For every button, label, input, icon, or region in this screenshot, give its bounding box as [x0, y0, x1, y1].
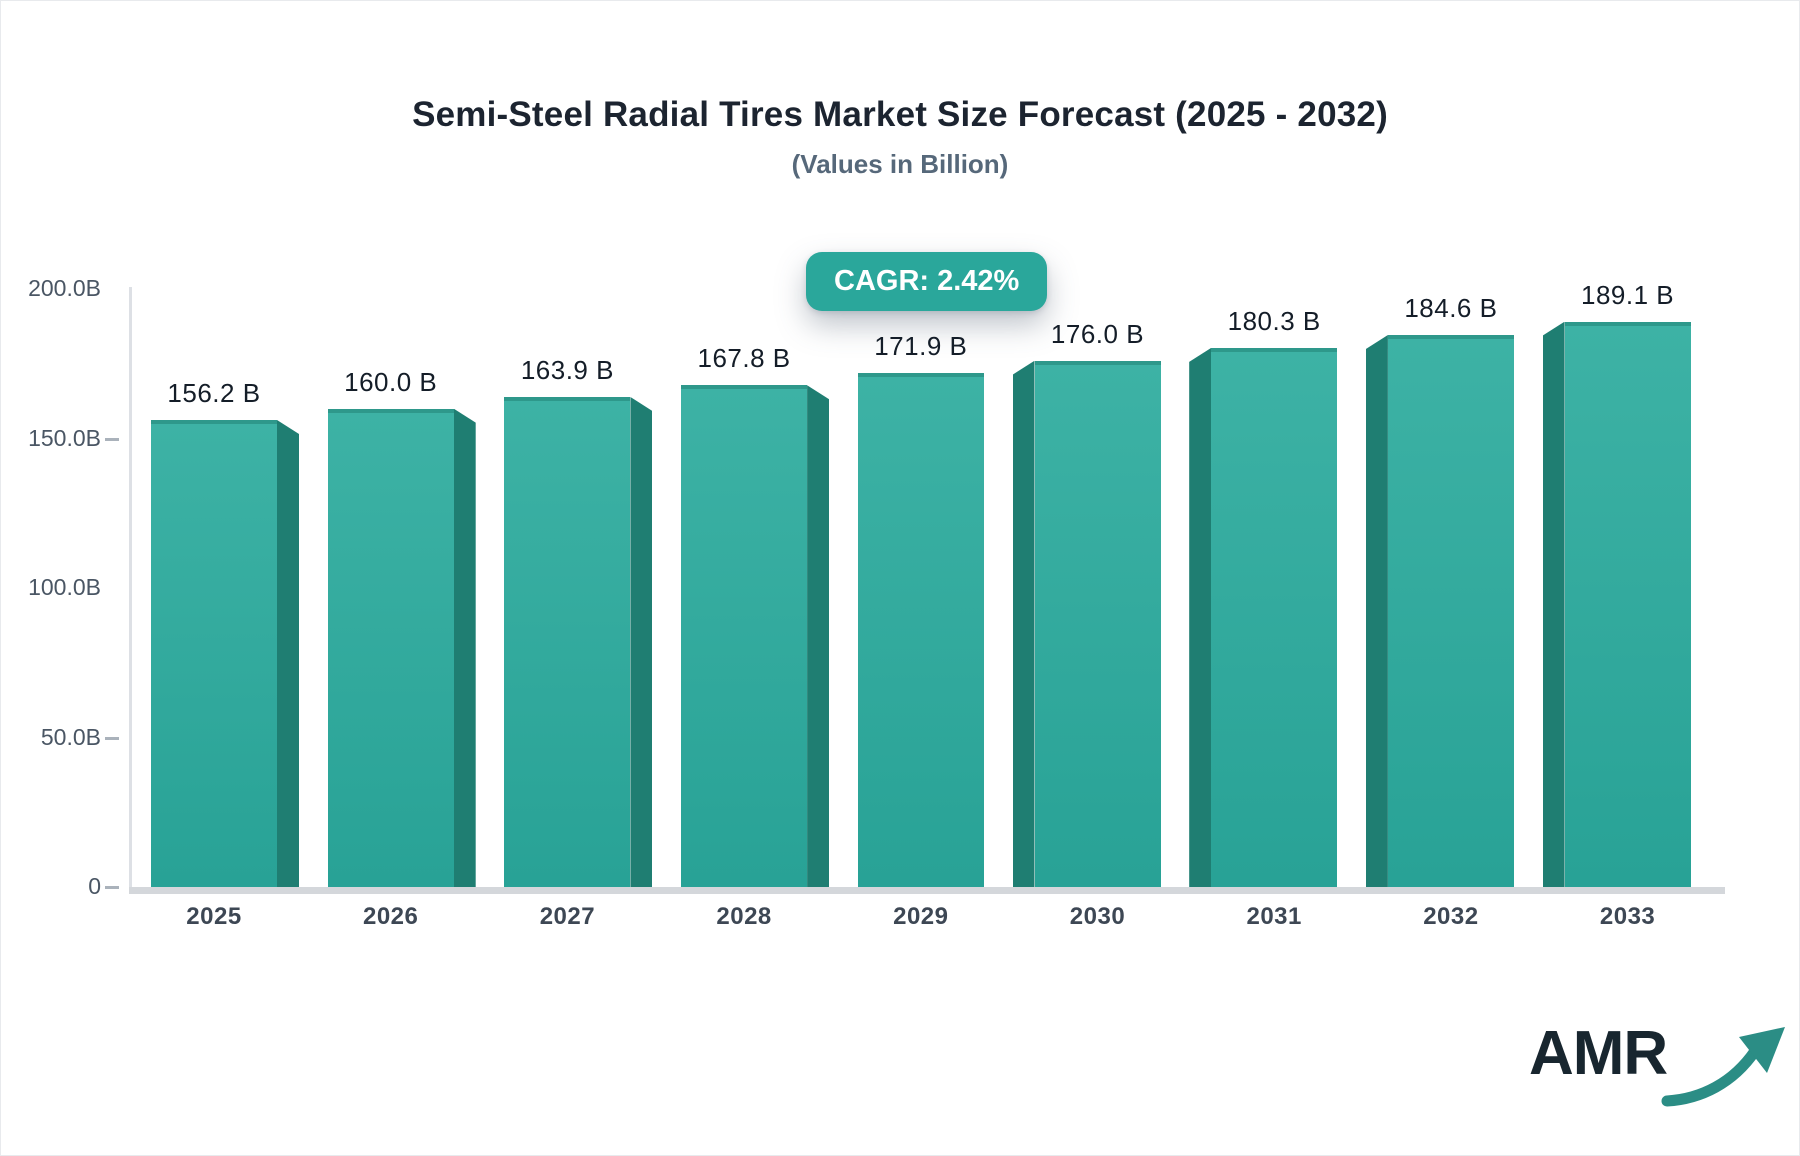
bar-value-label: 180.3 B	[1227, 305, 1321, 336]
bar-side-face	[277, 419, 299, 887]
bar-side-face	[1365, 335, 1388, 887]
x-axis-label-2030: 2030	[1069, 903, 1126, 930]
bar-2025	[151, 419, 299, 887]
bar-2028	[681, 385, 830, 887]
bar-front-face	[151, 419, 277, 887]
bar-front-face	[1564, 321, 1691, 887]
bar-side-face	[807, 385, 830, 887]
bar-front-face	[504, 396, 631, 887]
bar-2027	[504, 396, 653, 887]
y-axis-tick-dash	[105, 736, 119, 740]
bar-value-label: 167.8 B	[697, 343, 791, 374]
y-axis-tick-label: 100.0B	[28, 574, 101, 600]
y-axis-tick-label: 150.0B	[28, 424, 101, 451]
bar-value-label: 171.9 B	[874, 331, 968, 362]
bar-side-face	[630, 396, 653, 887]
x-axis-label-2027: 2027	[539, 903, 596, 930]
bar-2026	[327, 408, 476, 887]
y-axis-tick-dash	[105, 886, 119, 889]
amr-logo: AMR	[1529, 1019, 1799, 1109]
growth-arrow-icon	[1661, 1027, 1786, 1107]
x-axis-label-2029: 2029	[893, 903, 949, 930]
x-axis-label-2031: 2031	[1246, 903, 1302, 930]
bar-2033	[1542, 321, 1691, 887]
y-axis-tick-label: 200.0B	[28, 275, 101, 301]
bar-2030	[1012, 360, 1161, 887]
y-axis-line	[129, 287, 132, 887]
bar-front-face	[681, 385, 808, 887]
y-axis-tick-label: 50.0B	[40, 723, 101, 750]
x-axis-label-2025: 2025	[186, 903, 242, 930]
amr-logo-text: AMR	[1529, 1019, 1668, 1088]
bar-side-face	[1012, 360, 1035, 887]
bar-2032	[1365, 335, 1514, 887]
bar-value-label: 156.2 B	[167, 377, 261, 408]
bar-front-face	[857, 373, 984, 887]
x-axis-label-2032: 2032	[1423, 903, 1479, 930]
bar-value-label: 189.1 B	[1581, 279, 1675, 310]
bar-2029	[857, 373, 984, 887]
cagr-badge: CAGR: 2.42%	[806, 252, 1048, 311]
bar-side-face	[1542, 321, 1565, 887]
bar-2031	[1189, 347, 1338, 887]
bar-side-face	[1189, 347, 1212, 887]
bar-front-face	[327, 408, 454, 887]
bar-side-face	[453, 408, 476, 887]
bar-value-label: 160.0 B	[344, 366, 438, 397]
chart-subtitle: (Values in Billion)	[791, 149, 1009, 179]
x-axis-label-2028: 2028	[716, 903, 772, 930]
x-axis-label-2026: 2026	[362, 903, 419, 930]
bar-value-label: 184.6 B	[1404, 293, 1498, 324]
bar-front-face	[1387, 335, 1514, 887]
x-axis-label-2033: 2033	[1599, 903, 1656, 930]
y-axis-tick-label: 0	[88, 873, 101, 899]
bar-value-label: 163.9 B	[520, 354, 614, 385]
chart-title: Semi-Steel Radial Tires Market Size Fore…	[412, 95, 1388, 134]
bar-front-face	[1034, 360, 1161, 887]
y-axis-tick-dash	[105, 437, 119, 441]
x-axis-baseline	[129, 887, 1725, 894]
bar-front-face	[1211, 347, 1338, 887]
bar-value-label: 176.0 B	[1050, 318, 1145, 349]
